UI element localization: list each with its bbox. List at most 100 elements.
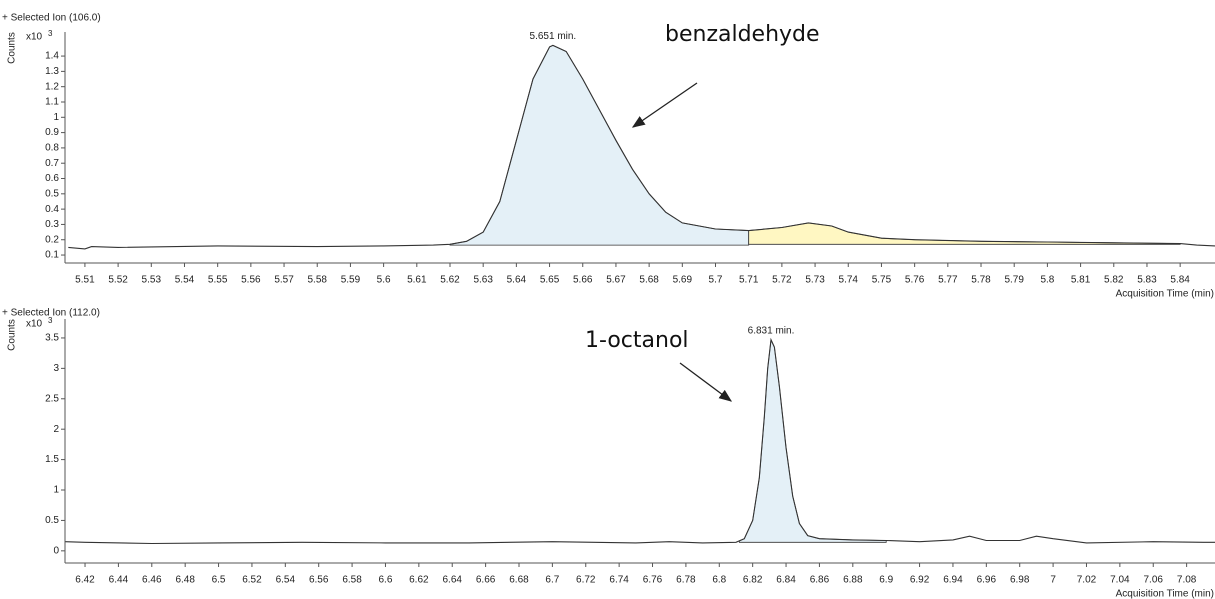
x-tick-label: 6.62 [409, 575, 429, 586]
y-tick-label: 0.3 [45, 219, 59, 230]
y-tick-label: 0.8 [45, 143, 59, 154]
x-tick-label: 5.53 [142, 275, 162, 286]
x-tick-label: 5.84 [1170, 275, 1190, 286]
x-tick-label: 5.51 [75, 275, 95, 286]
peak-area [449, 44, 750, 246]
x-tick-label: 6.92 [910, 575, 930, 586]
y-scale-label: x10 [26, 319, 43, 330]
x-tick-label: 6.66 [476, 575, 496, 586]
x-tick-label: 6.52 [242, 575, 262, 586]
x-tick-label: 5.67 [606, 275, 626, 286]
y-tick-label: 1.1 [45, 97, 59, 108]
x-tick-label: 5.74 [839, 275, 859, 286]
annotation-arrow [631, 82, 698, 128]
x-tick-label: 5.73 [805, 275, 825, 286]
x-tick-label: 6.54 [276, 575, 296, 586]
x-tick-label: 5.52 [108, 275, 128, 286]
peak-label: 6.831 min. [748, 325, 795, 336]
x-tick-label: 6.7 [545, 575, 559, 586]
y-tick-label: 1.3 [45, 66, 59, 77]
y-axis-label: Counts [7, 32, 18, 64]
x-tick-label: 5.68 [639, 275, 659, 286]
x-tick-label: 6.44 [109, 575, 129, 586]
x-tick-label: 5.63 [473, 275, 493, 286]
x-tick-label: 5.8 [1040, 275, 1054, 286]
x-tick-label: 6.72 [576, 575, 596, 586]
x-axis-label: Acquisition Time (min) [1116, 289, 1214, 300]
x-tick-label: 5.77 [938, 275, 958, 286]
y-tick-label: 2 [53, 424, 59, 435]
y-tick-label: 0.9 [45, 127, 59, 138]
y-tick-label: 0.6 [45, 173, 59, 184]
y-axis-label: Counts [7, 319, 18, 351]
x-tick-label: 6.88 [843, 575, 863, 586]
y-tick-label: 0.1 [45, 250, 59, 261]
x-tick-label: 6.9 [879, 575, 893, 586]
x-tick-label: 6.94 [943, 575, 963, 586]
peak-area [738, 338, 887, 543]
y-tick-label: 0.7 [45, 158, 59, 169]
x-tick-label: 5.55 [208, 275, 228, 286]
y-tick-label: 0.5 [45, 515, 59, 526]
x-tick-label: 5.72 [772, 275, 792, 286]
x-tick-label: 6.46 [142, 575, 162, 586]
x-tick-label: 6.76 [643, 575, 663, 586]
y-tick-label: 1 [53, 485, 59, 496]
x-tick-label: 7.04 [1110, 575, 1130, 586]
y-tick-label: 0.5 [45, 188, 59, 199]
x-tick-label: 5.75 [872, 275, 892, 286]
x-tick-label: 6.8 [712, 575, 726, 586]
y-tick-label: 0.2 [45, 234, 59, 245]
y-tick-label: 1 [53, 112, 59, 123]
peak-label: 5.651 min. [530, 31, 577, 42]
y-scale-exponent: 3 [48, 316, 53, 325]
panel-title: + Selected Ion (112.0) [2, 308, 100, 319]
x-tick-label: 7.06 [1144, 575, 1164, 586]
x-tick-label: 5.58 [308, 275, 328, 286]
x-tick-label: 5.6 [377, 275, 391, 286]
x-tick-label: 5.59 [341, 275, 361, 286]
y-tick-label: 1.4 [45, 51, 59, 62]
y-tick-label: 3.5 [45, 333, 59, 344]
x-tick-label: 7 [1050, 575, 1056, 586]
x-tick-label: 6.6 [379, 575, 393, 586]
x-tick-label: 7.02 [1077, 575, 1097, 586]
x-tick-label: 5.57 [274, 275, 294, 286]
x-tick-label: 6.64 [442, 575, 462, 586]
x-tick-label: 6.58 [342, 575, 362, 586]
x-tick-label: 6.84 [776, 575, 796, 586]
y-tick-label: 0.4 [45, 204, 59, 215]
x-tick-label: 5.62 [440, 275, 460, 286]
x-tick-label: 5.82 [1104, 275, 1124, 286]
x-tick-label: 6.56 [309, 575, 329, 586]
x-tick-label: 5.7 [709, 275, 723, 286]
x-tick-label: 5.64 [507, 275, 527, 286]
x-tick-label: 5.65 [540, 275, 560, 286]
panel-title: + Selected Ion (106.0) [2, 13, 101, 24]
x-tick-label: 5.79 [1004, 275, 1024, 286]
annotation: benzaldehyde [665, 22, 820, 47]
x-tick-label: 6.42 [75, 575, 95, 586]
x-tick-label: 6.86 [810, 575, 830, 586]
x-tick-label: 6.82 [743, 575, 763, 586]
x-tick-label: 5.54 [175, 275, 195, 286]
chromatogram-line [68, 44, 1215, 250]
y-scale-exponent: 3 [48, 29, 53, 38]
y-tick-label: 0 [53, 545, 59, 556]
x-tick-label: 5.81 [1071, 275, 1091, 286]
x-tick-label: 6.68 [509, 575, 529, 586]
x-tick-label: 6.98 [1010, 575, 1030, 586]
x-tick-label: 5.66 [573, 275, 593, 286]
chromatogram-line [64, 337, 1215, 545]
y-tick-label: 2.5 [45, 393, 59, 404]
y-tick-label: 1.5 [45, 454, 59, 465]
x-axis-label: Acquisition Time (min) [1116, 589, 1214, 599]
x-tick-label: 5.69 [673, 275, 693, 286]
y-tick-label: 1.2 [45, 81, 59, 92]
y-tick-label: 3 [53, 363, 59, 374]
annotation-arrow [679, 362, 733, 402]
x-tick-label: 7.08 [1177, 575, 1197, 586]
x-tick-label: 6.5 [212, 575, 226, 586]
x-tick-label: 5.83 [1137, 275, 1157, 286]
